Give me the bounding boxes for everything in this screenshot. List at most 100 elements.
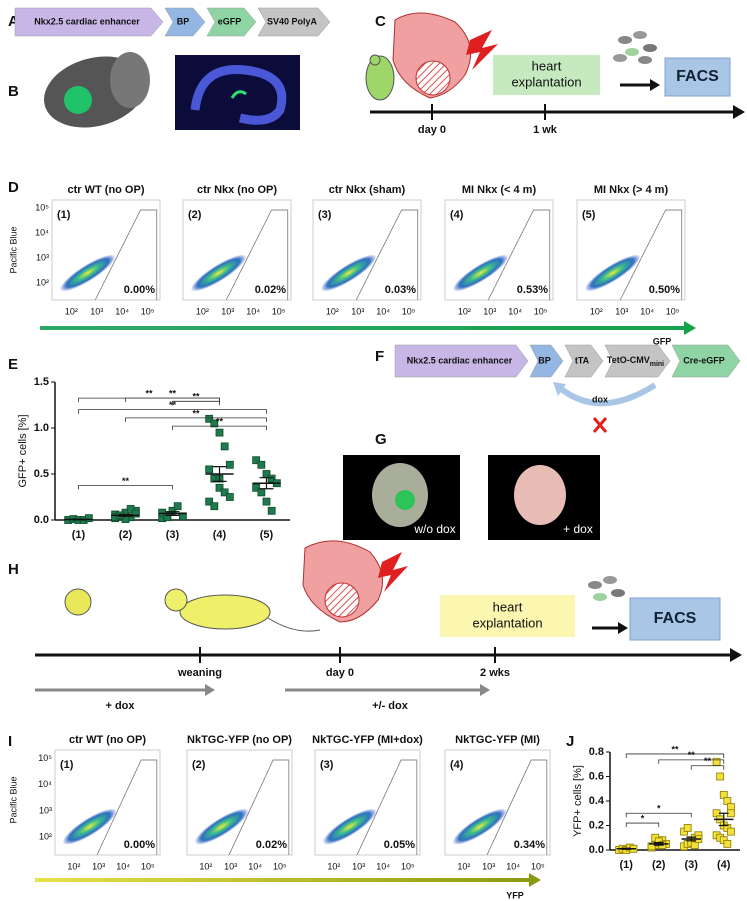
significance-bracket	[690, 765, 725, 770]
inhibitor-label: dox	[592, 394, 608, 404]
y-tick-label: 10⁴	[35, 227, 49, 237]
data-point	[173, 502, 182, 511]
significance-label: **	[216, 417, 224, 427]
data-point	[267, 506, 276, 515]
data-point	[257, 488, 266, 497]
timeline-label: 2 wks	[480, 667, 510, 679]
data-point	[723, 839, 732, 848]
error-bar	[212, 466, 227, 482]
x-tick-label: 10⁴	[246, 306, 260, 316]
data-point	[205, 497, 214, 506]
plot-title: ctr Nkx (sham)	[329, 184, 406, 196]
cell-cloud	[322, 808, 377, 845]
plot-title: NkTGC-YFP (no OP)	[187, 734, 292, 746]
x-tick-label: 10²	[65, 306, 78, 316]
gate	[486, 759, 548, 856]
gate-percent: 0.53%	[517, 284, 548, 296]
data-point	[683, 824, 692, 832]
x-tick-label: 10²	[67, 861, 80, 871]
x-tick-label: (3)	[166, 529, 180, 541]
plot-index: (1)	[60, 759, 74, 771]
y-tick-label: 10⁵	[35, 202, 49, 212]
construct-label: Nkx2.5 cardiac enhancer	[407, 355, 513, 365]
facs-label: FACS	[676, 68, 719, 85]
x-tick-label: 10⁵	[402, 306, 416, 316]
y-tick-label: 10³	[39, 805, 52, 815]
y-tick-label: 0.0	[589, 844, 604, 856]
facs-box	[629, 597, 721, 641]
cell-cloud	[320, 254, 377, 292]
significance-label: **	[192, 408, 200, 418]
x-tick-label: 10²	[458, 306, 471, 316]
panel-label: C	[375, 13, 386, 30]
significance-bracket	[625, 822, 660, 828]
step-label: heart	[532, 58, 562, 73]
x-axis-label: YFP	[506, 890, 524, 900]
x-tick-label: 10⁵	[666, 306, 680, 316]
data-point	[131, 509, 140, 518]
construct-part	[564, 344, 604, 378]
error-bar	[165, 511, 180, 516]
construct-label: BP	[177, 16, 190, 26]
timeline-label: 1 wk	[533, 124, 558, 136]
plot-index: (3)	[320, 759, 334, 771]
panel-label: A	[8, 13, 19, 30]
data-point	[257, 460, 266, 469]
x-tick-label: 10⁵	[534, 306, 548, 316]
significance-label: **	[122, 476, 130, 486]
data-point	[215, 483, 224, 492]
construct-part	[604, 344, 671, 378]
error-bar	[718, 812, 729, 827]
significance-label: *	[657, 804, 661, 814]
gate	[356, 759, 418, 856]
data-point	[210, 502, 219, 511]
construct-label: eGFP	[218, 16, 242, 26]
cell-cloud	[452, 254, 509, 292]
treatment-label: + dox	[105, 700, 135, 712]
significance-bracket	[172, 400, 220, 406]
gate	[94, 209, 158, 301]
gate	[619, 209, 683, 301]
data-point	[252, 456, 261, 465]
significance-bracket	[625, 753, 725, 758]
embryo-image	[44, 52, 150, 128]
plot-index: (3)	[318, 209, 332, 221]
data-point	[712, 757, 721, 766]
data-point	[716, 772, 725, 781]
significance-label: **	[169, 400, 177, 410]
panel-label: J	[566, 733, 574, 750]
plot-title: NkTGC-YFP (MI+dox)	[312, 734, 423, 746]
gate-percent: 0.02%	[255, 284, 286, 296]
y-tick-label: 0.5	[34, 468, 49, 480]
error-bar	[621, 847, 632, 850]
x-tick-label: 10²	[590, 306, 603, 316]
data-point	[163, 513, 172, 522]
error-bar	[259, 477, 274, 490]
timeline-label: day 0	[418, 124, 446, 136]
y-tick-label: 10⁴	[38, 779, 52, 789]
data-point	[225, 493, 234, 501]
plot-index: (2)	[192, 759, 206, 771]
construct-part	[164, 7, 206, 37]
x-tick-label: 10⁵	[531, 861, 545, 871]
data-point	[126, 505, 135, 513]
y-tick-label: 0.6	[589, 770, 604, 782]
cells-icon	[613, 31, 660, 91]
cell-cloud	[190, 254, 247, 292]
x-tick-label: 10⁴	[376, 306, 390, 316]
significance-bracket	[78, 485, 173, 490]
significance-bracket	[125, 397, 220, 403]
x-tick-label: 10⁴	[376, 861, 390, 871]
y-axis-label: GFP+ cells [%]	[17, 414, 29, 487]
gate	[96, 759, 158, 856]
x-tick-label: 10⁴	[508, 306, 522, 316]
construct-label: Nkx2.5 cardiac enhancer	[34, 16, 140, 26]
data-point	[205, 414, 214, 423]
y-tick-label: 10²	[39, 832, 52, 842]
x-tick-label: 10⁵	[401, 861, 415, 871]
significance-label: *	[641, 813, 645, 823]
y-tick-label: 0.0	[34, 514, 49, 526]
plot-title: MI Nkx (< 4 m)	[462, 184, 537, 196]
mouse-icon	[365, 54, 395, 101]
